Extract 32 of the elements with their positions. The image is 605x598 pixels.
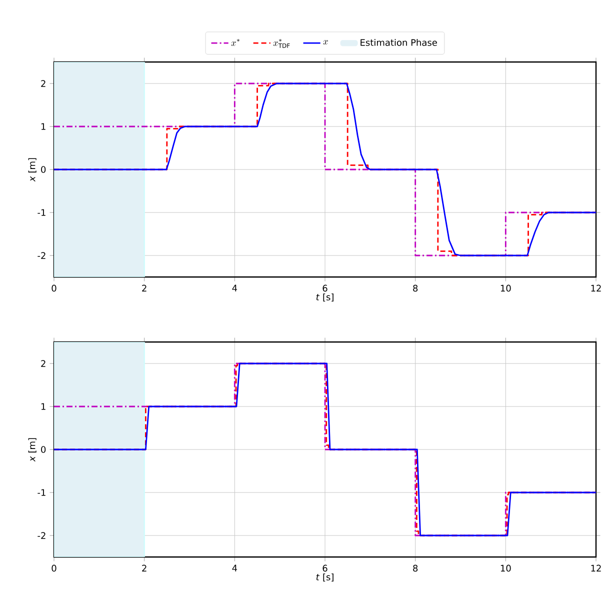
x-axis-title: t [s] xyxy=(316,573,334,582)
legend-label: $x^*_{\mathrm{TDF}}$ xyxy=(273,39,290,48)
y-tick-label: -1 xyxy=(38,209,46,216)
legend-label: $x^*$ xyxy=(231,39,240,46)
x-tick-label: 0 xyxy=(52,284,56,292)
x-tick-label: 12 xyxy=(591,284,601,292)
x-tick-label: 0 xyxy=(52,564,56,572)
y-tick-label: -2 xyxy=(38,532,46,539)
x-tick-label: 8 xyxy=(413,564,418,572)
legend-label: Estimation Phase xyxy=(360,38,437,46)
y-tick-label: 1 xyxy=(41,403,46,410)
y-tick-label: 0 xyxy=(41,446,46,453)
x-tick-label: 8 xyxy=(413,284,418,292)
y-axis-title: x [m] xyxy=(28,158,36,182)
x-tick-label: 12 xyxy=(591,564,601,572)
x-tick-label: 2 xyxy=(142,564,146,572)
x-tick-label: 10 xyxy=(500,284,511,292)
y-tick-label: 2 xyxy=(41,80,46,87)
y-tick-label: 0 xyxy=(41,166,46,173)
legend-label: $x$ xyxy=(323,40,328,44)
x-tick-label: 4 xyxy=(232,564,238,572)
y-tick-label: -1 xyxy=(38,489,46,496)
x-tick-label: 2 xyxy=(142,284,146,292)
x-tick-label: 6 xyxy=(322,284,328,292)
y-tick-label: -2 xyxy=(38,252,46,259)
x-axis-title: t [s] xyxy=(316,293,334,302)
x-tick-label: 10 xyxy=(500,564,511,572)
y-tick-label: 1 xyxy=(41,123,46,130)
y-axis-title: x [m] xyxy=(28,438,36,462)
y-tick-label: 2 xyxy=(41,360,46,367)
x-tick-label: 4 xyxy=(232,284,238,292)
x-tick-label: 6 xyxy=(322,564,328,572)
